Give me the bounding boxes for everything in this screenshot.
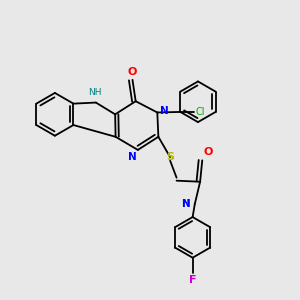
Text: N: N [128, 152, 137, 162]
Text: N: N [182, 199, 191, 208]
Text: Cl: Cl [196, 107, 205, 117]
Text: H: H [182, 199, 188, 208]
Text: O: O [204, 147, 213, 158]
Text: F: F [189, 275, 196, 285]
Text: S: S [166, 152, 174, 162]
Text: NH: NH [88, 88, 101, 97]
Text: O: O [128, 67, 137, 77]
Text: N: N [160, 106, 168, 116]
